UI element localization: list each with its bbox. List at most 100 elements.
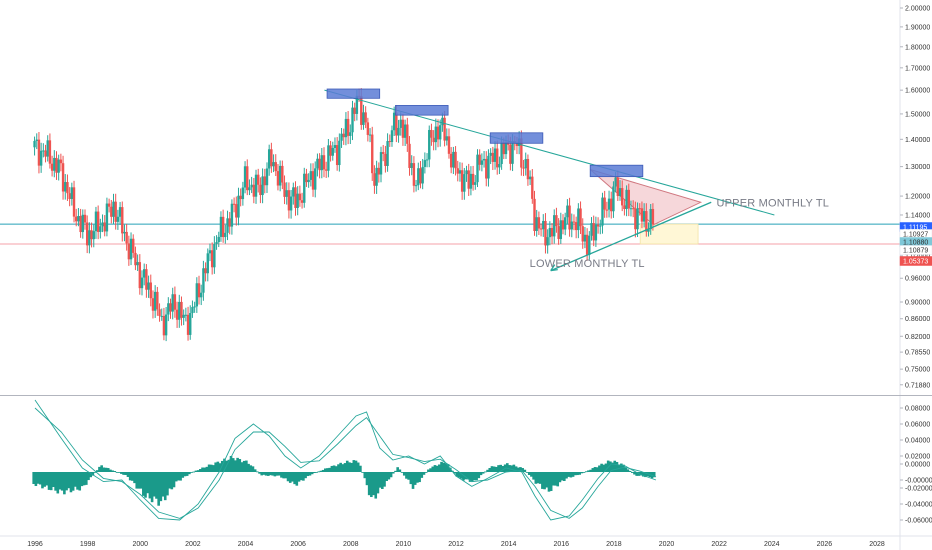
- resistance-box: [589, 164, 644, 178]
- histogram-bar: [249, 465, 253, 472]
- histogram-bar: [488, 467, 492, 472]
- candle-body: [230, 203, 234, 227]
- histogram-bar: [534, 472, 538, 484]
- candle-body: [368, 134, 372, 136]
- histogram-bar: [234, 460, 237, 472]
- histogram-bar: [144, 472, 147, 498]
- histogram-bar: [407, 472, 410, 480]
- histogram-bar: [117, 472, 121, 473]
- candle-body: [200, 292, 203, 298]
- histogram-bar: [370, 472, 373, 498]
- histogram-bar: [315, 472, 318, 473]
- candle-body: [221, 216, 225, 238]
- candle-body: [579, 208, 582, 227]
- histogram-bar: [560, 472, 564, 481]
- histogram-bar: [80, 472, 84, 487]
- y-tick-label: 0.71880: [905, 382, 930, 389]
- histogram-bar: [310, 472, 314, 475]
- candle-body: [158, 309, 161, 316]
- candle-body: [129, 238, 133, 260]
- histogram-bar: [606, 460, 610, 472]
- histogram-bar: [512, 464, 516, 472]
- candle-body: [35, 139, 38, 141]
- histogram-bar: [63, 472, 66, 495]
- histogram-bar: [541, 472, 544, 489]
- histogram-bar: [492, 466, 496, 472]
- candle-body: [232, 203, 236, 205]
- candle-body: [351, 107, 354, 133]
- price-badge[interactable]: [899, 245, 932, 255]
- histogram-bar: [139, 472, 143, 489]
- histogram-bar: [194, 470, 198, 472]
- osc-tick-label: 0.02000: [905, 454, 930, 461]
- candle-body: [460, 170, 464, 192]
- candle-body: [373, 173, 376, 186]
- overlays-front: [324, 88, 775, 272]
- candle-body: [355, 95, 359, 114]
- osc-tick-label: 0.06000: [905, 422, 930, 429]
- candle-body: [553, 215, 556, 237]
- histogram-bar: [95, 470, 99, 472]
- histogram-bar: [304, 472, 307, 479]
- candle-body: [410, 163, 413, 168]
- histogram-bar: [372, 472, 375, 496]
- histogram-bar: [396, 467, 399, 472]
- osc-tick-label: 0.08000: [905, 406, 930, 413]
- histogram-bar: [227, 459, 231, 472]
- candle-body: [647, 229, 650, 232]
- histogram-bar: [115, 472, 119, 473]
- candle-body: [278, 165, 282, 186]
- candle-body: [539, 228, 543, 230]
- histogram-bar: [238, 459, 242, 472]
- candle-body: [85, 222, 89, 246]
- histogram-bar: [385, 472, 389, 482]
- histogram-bar: [501, 466, 505, 472]
- candle-body: [642, 211, 646, 222]
- osc-tick-label: -0.02000: [905, 486, 932, 493]
- histogram-bar: [413, 472, 417, 485]
- candle-body: [189, 313, 192, 335]
- x-tick-label: 2020: [659, 541, 675, 548]
- candle-body: [160, 315, 163, 317]
- candle-body: [594, 224, 598, 241]
- candle-body: [610, 198, 613, 212]
- annotation-upper-monthly-tl: UPPER MONTHLY TL: [716, 197, 829, 209]
- histogram-bar: [159, 472, 163, 502]
- histogram-bar: [343, 463, 347, 472]
- candle-body: [125, 231, 128, 244]
- histogram-bar: [350, 462, 353, 472]
- histogram-bar: [567, 472, 571, 477]
- histogram-bar: [446, 464, 450, 472]
- candle-body: [605, 209, 609, 211]
- candle-body: [476, 154, 479, 183]
- histogram-bar: [205, 466, 209, 472]
- histogram-bar: [339, 462, 342, 472]
- candle-body: [103, 222, 106, 232]
- candle-body: [412, 163, 416, 186]
- histogram-bar: [367, 472, 371, 496]
- candle-body: [123, 231, 126, 234]
- candle-body: [522, 167, 525, 169]
- candle-body: [480, 160, 484, 165]
- histogram-bar: [641, 472, 645, 477]
- histogram-bar: [573, 472, 577, 476]
- candle-body: [90, 230, 93, 240]
- histogram-bar: [486, 469, 489, 472]
- histogram-bar: [181, 472, 185, 478]
- histogram-bar: [611, 462, 614, 472]
- histogram-bar: [624, 467, 628, 472]
- annotation-lower-monthly-tl: LOWER MONTHLY TL: [530, 258, 645, 270]
- histogram-bar: [549, 472, 553, 491]
- histogram-bar: [69, 472, 73, 493]
- price-badge-text: 1.05373: [903, 259, 928, 266]
- histogram-bar: [258, 472, 261, 474]
- candle-body: [436, 126, 440, 140]
- candle-body: [520, 138, 523, 168]
- histogram-bar: [89, 472, 92, 478]
- candle-body: [546, 237, 549, 246]
- price-badge[interactable]: [899, 256, 932, 266]
- candle-body: [307, 179, 310, 183]
